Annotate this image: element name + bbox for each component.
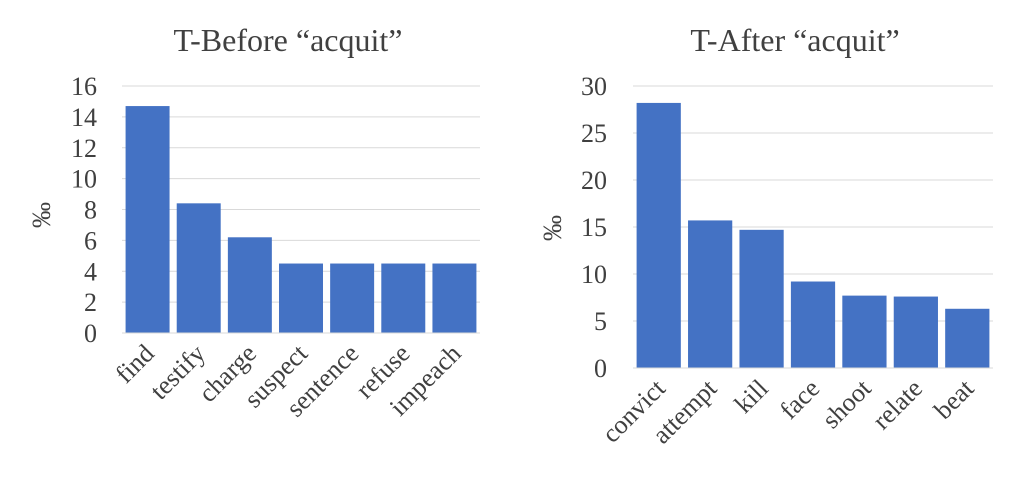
y-tick-label: 4 xyxy=(84,257,97,286)
y-tick-label: 16 xyxy=(71,72,97,101)
bar-kill xyxy=(739,229,784,368)
y-tick-label: 0 xyxy=(594,354,607,383)
chart-title: T-Before “acquit” xyxy=(174,22,403,58)
y-tick-label: 15 xyxy=(581,213,607,242)
chart-before-acquit: T-Before “acquit” ‰ 0246810121416findtes… xyxy=(27,22,480,423)
y-tick-label: 25 xyxy=(581,119,607,148)
bar-testify xyxy=(176,203,221,333)
bar-shoot xyxy=(842,295,887,368)
x-tick-label: relate xyxy=(867,374,928,435)
y-tick-label: 14 xyxy=(71,103,97,132)
x-tick-label: shoot xyxy=(816,373,877,434)
y-tick-label: 6 xyxy=(84,226,97,255)
bar-refuse xyxy=(381,263,426,333)
bar-convict xyxy=(636,102,681,369)
x-tick-label: kill xyxy=(729,374,774,419)
y-tick-label: 10 xyxy=(71,165,97,194)
chart-title: T-After “acquit” xyxy=(690,22,899,58)
y-tick-label: 0 xyxy=(84,319,97,348)
bar-relate xyxy=(893,296,938,368)
y-axis-label: ‰ xyxy=(538,215,567,241)
bar-suspect xyxy=(279,263,323,333)
bar-impeach xyxy=(432,263,477,333)
y-tick-label: 8 xyxy=(84,196,97,225)
y-tick-label: 10 xyxy=(581,260,607,289)
x-tick-label: beat xyxy=(928,373,980,425)
bar-attempt xyxy=(688,220,733,368)
chart-after-acquit: T-After “acquit” ‰ 051015202530convictat… xyxy=(538,22,993,449)
bar-beat xyxy=(945,308,990,368)
y-tick-label: 12 xyxy=(71,134,97,163)
bar-face xyxy=(790,281,836,368)
y-tick-label: 5 xyxy=(594,307,607,336)
y-axis-label: ‰ xyxy=(27,202,56,228)
bar-charge xyxy=(227,237,272,333)
y-tick-label: 20 xyxy=(581,166,607,195)
y-tick-label: 2 xyxy=(84,288,97,317)
bar-sentence xyxy=(330,263,375,333)
x-tick-label: face xyxy=(774,374,825,425)
y-tick-label: 30 xyxy=(581,72,607,101)
bar-find xyxy=(125,106,170,333)
